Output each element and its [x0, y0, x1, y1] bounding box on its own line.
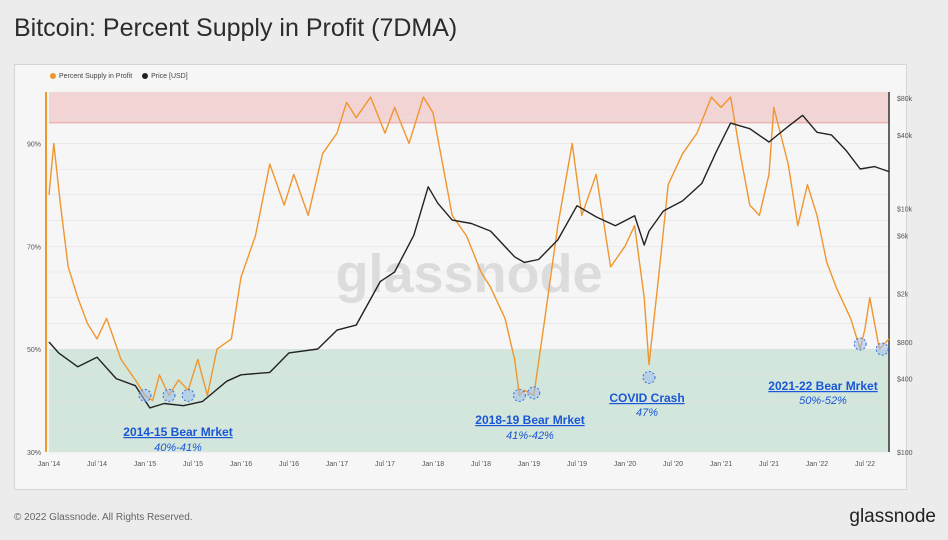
y-left-tick-label: 30% — [27, 450, 41, 457]
annotation-marker — [512, 388, 526, 402]
annotation-title: 2014-15 Bear Mrket — [123, 425, 232, 439]
annotation-marker — [138, 388, 152, 402]
annotation-subtitle: 50%-52% — [799, 395, 847, 407]
legend-item-price[interactable]: Price [USD] — [142, 73, 188, 80]
annotation-title: 2021-22 Bear Mrket — [768, 379, 877, 393]
y-right-tick-label: $100 — [897, 450, 913, 457]
y-right-tick-label: $400 — [897, 377, 913, 384]
x-tick-label: Jan '18 — [422, 461, 444, 468]
annotation-marker — [642, 370, 656, 384]
band-overheated — [49, 92, 889, 123]
x-tick-label: Jan '17 — [326, 461, 348, 468]
series-line-price — [48, 114, 890, 409]
y-right-tick-label: $6k — [897, 233, 909, 240]
x-tick-label: Jan '16 — [230, 461, 252, 468]
annotation-marker — [875, 342, 889, 356]
legend-dot-price — [142, 73, 149, 79]
x-tick-label: Jul '17 — [375, 461, 395, 468]
page-title: Bitcoin: Percent Supply in Profit (7DMA) — [14, 14, 458, 42]
x-tick-label: Jul '21 — [759, 461, 779, 468]
annotation-title: COVID Crash — [609, 391, 684, 405]
annotation-subtitle: 41%-42% — [506, 430, 554, 442]
x-tick-label: Jan '14 — [38, 461, 60, 468]
legend-item-profit[interactable]: Percent Supply in Profit — [50, 73, 132, 80]
legend-dot-profit — [50, 73, 56, 79]
annotation-title: 2018-19 Bear Mrket — [475, 413, 584, 427]
annotation-subtitle: 40%-41% — [154, 442, 202, 454]
x-tick-label: Jul '14 — [87, 461, 107, 468]
y-right-tick-label: $40k — [897, 133, 913, 140]
annotation-marker — [181, 388, 195, 402]
y-right-tick-label: $10k — [897, 206, 913, 213]
y-right-tick-label: $2k — [897, 291, 909, 298]
annotation-marker — [527, 386, 541, 400]
y-left-tick-label: 70% — [27, 244, 41, 251]
x-tick-label: Jul '18 — [471, 461, 491, 468]
x-tick-label: Jan '19 — [518, 461, 540, 468]
y-left-tick-label: 50% — [27, 347, 41, 354]
annotation-marker — [162, 388, 176, 402]
chart-legend: Percent Supply in Profit Price [USD] — [50, 73, 196, 80]
x-tick-label: Jan '15 — [134, 461, 156, 468]
y-right-tick-label: $800 — [897, 340, 913, 347]
x-tick-label: Jul '16 — [279, 461, 299, 468]
y-right-tick-label: $80k — [897, 96, 913, 103]
y-left-tick-label: 90% — [27, 141, 41, 148]
x-tick-label: Jul '20 — [663, 461, 683, 468]
brand-logo: glassnode — [849, 506, 936, 527]
x-tick-label: Jan '22 — [806, 461, 828, 468]
annotation-subtitle: 47% — [636, 407, 658, 419]
copyright: © 2022 Glassnode. All Rights Reserved. — [14, 512, 193, 523]
x-tick-label: Jan '20 — [614, 461, 636, 468]
x-tick-label: Jul '22 — [855, 461, 875, 468]
x-tick-label: Jul '15 — [183, 461, 203, 468]
annotation-marker — [853, 337, 867, 351]
x-tick-label: Jan '21 — [710, 461, 732, 468]
x-tick-label: Jul '19 — [567, 461, 587, 468]
watermark: glassnode — [335, 244, 602, 304]
